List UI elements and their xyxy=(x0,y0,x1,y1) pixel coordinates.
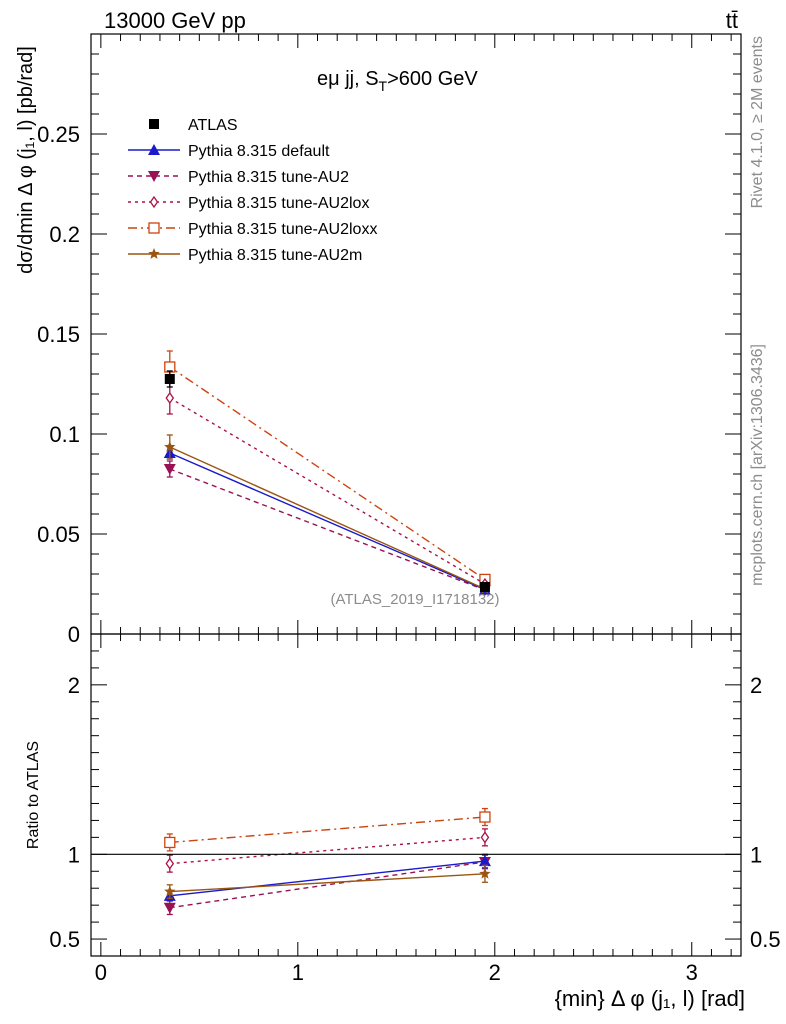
ratio-series-au2m xyxy=(164,864,491,900)
legend-label-au2m: Pythia 8.315 tune-AU2m xyxy=(188,247,362,264)
main-series-au2m xyxy=(164,434,491,594)
ratio-y-tick-label: 0.5 xyxy=(49,927,80,952)
ratio-y-tick-label: 1 xyxy=(68,842,80,867)
x-tick-label: 0 xyxy=(95,960,107,985)
ratio-series-au2loxx xyxy=(164,807,491,852)
ratio-line-au2loxx xyxy=(169,816,485,844)
axis-ticks xyxy=(91,33,741,956)
main-line-au2lox xyxy=(169,397,486,585)
x-tick-label: 3 xyxy=(686,960,698,985)
legend-marker-default xyxy=(148,144,160,155)
y-tick-label: 0.05 xyxy=(37,522,80,547)
plot-title-main: eμ jj, S xyxy=(317,68,379,90)
legend-marker-au2 xyxy=(148,171,160,182)
ratio-point-au2lox xyxy=(480,831,490,844)
legend-label-au2lox: Pythia 8.315 tune-AU2lox xyxy=(188,195,369,212)
x-tick-label: 2 xyxy=(489,960,501,985)
y-axis-label: dσ/dmin Δ φ (j₁, l) [pb/rad] xyxy=(15,46,37,274)
y-tick-label: 0.15 xyxy=(37,322,80,347)
x-tick-label: 1 xyxy=(292,960,304,985)
analysis-watermark: (ATLAS_2019_I1718132) xyxy=(330,591,499,608)
ratio-series-default xyxy=(163,853,491,902)
ratio-point-default xyxy=(478,855,491,867)
legend-entry-atlas: ATLAS xyxy=(149,117,238,134)
legend-label-atlas: ATLAS xyxy=(188,117,238,134)
main-series-atlas xyxy=(164,370,490,592)
legend-marker-au2loxx xyxy=(148,222,160,234)
main-point-atlas xyxy=(164,374,175,384)
ratio-point-au2loxx xyxy=(479,811,491,823)
ratio-series-au2 xyxy=(163,854,491,916)
ratio-point-au2lox xyxy=(165,857,175,870)
y-tick-label: 0.25 xyxy=(37,122,80,147)
main-point-au2 xyxy=(163,464,176,475)
legend-entry-au2lox: Pythia 8.315 tune-AU2lox xyxy=(128,195,369,212)
main-series-au2 xyxy=(163,460,491,596)
mcplots-label: mcplots.cern.ch [arXiv:1306.3436] xyxy=(749,344,766,586)
ratio-line-default xyxy=(169,860,486,897)
main-line-default xyxy=(169,452,486,591)
plot-title-sub: T xyxy=(379,78,388,94)
process-label: tt̄ xyxy=(726,8,738,33)
rivet-version-label: Rivet 4.1.0, ≥ 2M events xyxy=(749,36,766,208)
main-line-au2m xyxy=(169,446,486,590)
ratio-point-au2loxx xyxy=(164,836,176,849)
ratio-line-au2lox xyxy=(169,836,485,865)
energy-label: 13000 GeV pp xyxy=(104,8,246,33)
main-series-default xyxy=(163,446,491,595)
ratio-plot-frame xyxy=(90,633,742,957)
main-series-layer xyxy=(163,350,491,596)
legend-entry-default: Pythia 8.315 default xyxy=(128,143,330,160)
ratio-y-tick-label-right: 2 xyxy=(750,673,762,698)
main-point-au2m xyxy=(164,441,176,452)
legend-label-au2: Pythia 8.315 tune-AU2 xyxy=(188,169,349,186)
ratio-y-axis-label: Ratio to ATLAS xyxy=(25,741,42,849)
axis-tick-labels: 0 1 2 3 0 0.05 0.1 0.15 0.2 0.25 0.5 0.5 1 1 2 2 xyxy=(37,122,780,985)
main-point-au2lox xyxy=(165,391,175,405)
main-series-au2loxx xyxy=(164,350,491,586)
plot-title: eμ jj, ST>600 GeV xyxy=(317,68,478,94)
legend-entry-au2m: Pythia 8.315 tune-AU2m xyxy=(128,247,362,264)
main-line-au2 xyxy=(169,468,486,591)
ratio-y-tick-label-right: 0.5 xyxy=(750,927,781,952)
legend-label-au2loxx: Pythia 8.315 tune-AU2loxx xyxy=(188,221,377,238)
ratio-y-tick-label-right: 1 xyxy=(750,842,762,867)
legend: ATLAS Pythia 8.315 default Pythia 8.315 tu… xyxy=(128,117,377,264)
y-tick-label: 0.1 xyxy=(49,422,80,447)
main-line-au2loxx xyxy=(169,366,486,580)
ratio-series-au2lox xyxy=(165,828,490,873)
legend-entry-au2: Pythia 8.315 tune-AU2 xyxy=(128,169,349,186)
ratio-point-au2m xyxy=(479,867,491,879)
ratio-line-au2 xyxy=(169,861,486,909)
legend-marker-atlas xyxy=(149,119,159,129)
ratio-point-au2m xyxy=(164,885,176,897)
main-point-atlas xyxy=(479,582,490,592)
y-tick-label: 0.2 xyxy=(49,222,80,247)
ratio-point-au2 xyxy=(163,902,176,914)
ratio-y-tick-label: 2 xyxy=(68,673,80,698)
ratio-line-au2m xyxy=(169,873,485,893)
y-tick-label: 0 xyxy=(68,622,80,647)
ratio-series-layer xyxy=(163,807,491,916)
plot-title-tail: >600 GeV xyxy=(387,68,478,90)
legend-marker-au2m xyxy=(148,248,160,259)
legend-marker-au2lox xyxy=(149,195,159,209)
x-axis-label: {min} Δ φ (j₁, l) [rad] xyxy=(555,986,745,1011)
legend-label-default: Pythia 8.315 default xyxy=(188,143,330,160)
legend-entry-au2loxx: Pythia 8.315 tune-AU2loxx xyxy=(128,221,377,238)
